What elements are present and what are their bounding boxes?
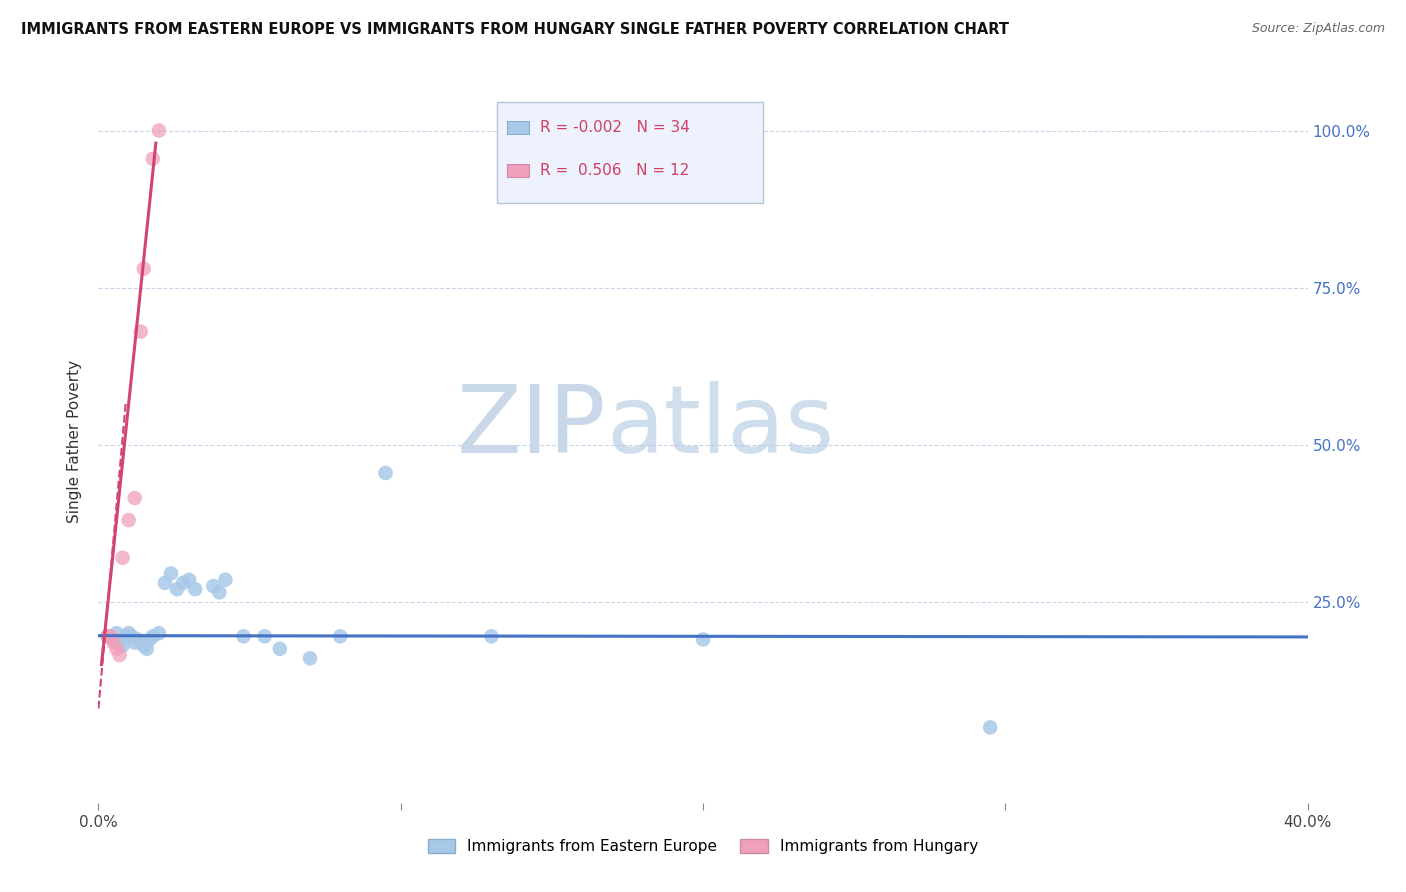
Point bbox=[105, 641, 128, 656]
Point bbox=[142, 152, 165, 166]
FancyBboxPatch shape bbox=[498, 102, 763, 203]
Point bbox=[979, 720, 1001, 734]
Point bbox=[153, 575, 176, 590]
Point bbox=[160, 566, 183, 581]
Point bbox=[114, 629, 136, 643]
Point bbox=[124, 635, 146, 649]
Point bbox=[208, 585, 231, 599]
Point bbox=[100, 629, 122, 643]
Point bbox=[108, 635, 131, 649]
Point bbox=[96, 629, 118, 643]
Point bbox=[118, 513, 141, 527]
Point bbox=[142, 629, 165, 643]
Text: atlas: atlas bbox=[606, 381, 835, 473]
Point bbox=[111, 639, 134, 653]
Point bbox=[184, 582, 207, 597]
Point bbox=[124, 491, 146, 505]
Text: IMMIGRANTS FROM EASTERN EUROPE VS IMMIGRANTS FROM HUNGARY SINGLE FATHER POVERTY : IMMIGRANTS FROM EASTERN EUROPE VS IMMIGR… bbox=[21, 22, 1010, 37]
Point bbox=[118, 626, 141, 640]
Point bbox=[135, 641, 157, 656]
Point bbox=[692, 632, 714, 647]
Point bbox=[299, 651, 322, 665]
Bar bbox=[508, 120, 529, 134]
Point bbox=[111, 550, 134, 565]
Point bbox=[108, 648, 131, 662]
Bar bbox=[508, 164, 529, 178]
Text: R = -0.002   N = 34: R = -0.002 N = 34 bbox=[540, 120, 689, 135]
Point bbox=[105, 626, 128, 640]
Point bbox=[214, 573, 236, 587]
Y-axis label: Single Father Poverty: Single Father Poverty bbox=[67, 360, 83, 523]
Point bbox=[179, 573, 201, 587]
Point bbox=[132, 261, 155, 276]
Text: Source: ZipAtlas.com: Source: ZipAtlas.com bbox=[1251, 22, 1385, 36]
Point bbox=[148, 123, 170, 137]
Point bbox=[172, 575, 194, 590]
Point bbox=[329, 629, 352, 643]
Point bbox=[103, 632, 125, 647]
Point bbox=[129, 635, 152, 649]
Point bbox=[232, 629, 254, 643]
Point bbox=[202, 579, 225, 593]
Text: R =  0.506   N = 12: R = 0.506 N = 12 bbox=[540, 163, 689, 178]
Text: ZIP: ZIP bbox=[457, 381, 606, 473]
Point bbox=[103, 635, 125, 649]
Point bbox=[374, 466, 396, 480]
Point bbox=[127, 632, 149, 647]
Legend: Immigrants from Eastern Europe, Immigrants from Hungary: Immigrants from Eastern Europe, Immigran… bbox=[422, 832, 984, 860]
Point bbox=[166, 582, 188, 597]
Point bbox=[132, 639, 155, 653]
Point bbox=[269, 641, 291, 656]
Point bbox=[139, 632, 162, 647]
Point bbox=[253, 629, 276, 643]
Point bbox=[96, 629, 118, 643]
Point bbox=[121, 629, 143, 643]
Point bbox=[481, 629, 503, 643]
Point bbox=[129, 325, 152, 339]
Point bbox=[148, 626, 170, 640]
